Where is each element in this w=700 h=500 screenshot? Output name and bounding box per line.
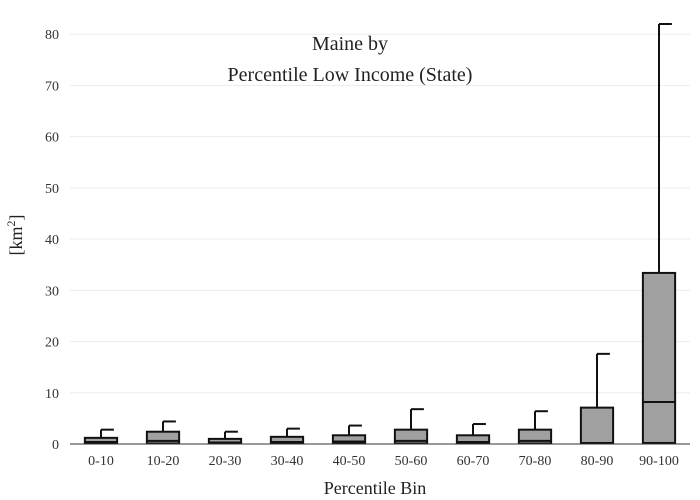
box-40-50 (331, 424, 367, 445)
y-tick-label-7: 70 (45, 79, 59, 94)
box-30-40 (269, 427, 305, 445)
x-tick-label-20-30: 20-30 (209, 454, 242, 469)
box-rect (579, 406, 615, 445)
x-tick-label-70-80: 70-80 (519, 454, 552, 469)
x-tick-label-80-90: 80-90 (581, 454, 614, 469)
y-tick-label-8: 80 (45, 28, 59, 43)
x-axis-title: Percentile Bin (324, 478, 426, 498)
y-axis-title-end: ] (6, 215, 26, 221)
box-50-60 (393, 408, 429, 445)
box-rect (269, 435, 305, 445)
box-60-70 (455, 423, 491, 445)
box-80-90 (579, 352, 615, 445)
y-tick-label-4: 40 (45, 233, 59, 248)
x-tick-label-10-20: 10-20 (147, 454, 180, 469)
chart-title-line-2: Percentile Low Income (State) (228, 64, 473, 86)
box-10-20 (145, 420, 181, 445)
box-rect (145, 430, 181, 445)
y-tick-label-2: 20 (45, 336, 59, 351)
boxes (83, 23, 677, 445)
y-tick-label-5: 50 (45, 182, 59, 197)
x-tick-label-60-70: 60-70 (457, 454, 490, 469)
y-tick-label-3: 30 (45, 284, 59, 299)
box-70-80 (517, 410, 553, 445)
x-tick-label-50-60: 50-60 (395, 454, 428, 469)
y-axis-title-base: [km (6, 227, 26, 256)
box-0-10 (83, 428, 119, 445)
box-rect (455, 434, 491, 445)
x-tick-label-0-10: 0-10 (88, 454, 114, 469)
x-tick-label-90-100: 90-100 (639, 454, 679, 469)
chart-title-line-1: Maine by (312, 33, 388, 55)
box-20-30 (207, 430, 243, 445)
y-tick-labels: 0 10 20 30 40 50 60 70 80 (45, 28, 59, 453)
y-tick-label-1: 10 (45, 387, 59, 402)
y-axis-title-superscript: 2 (4, 221, 18, 227)
box-rect (207, 437, 243, 445)
y-tick-label-0: 0 (52, 438, 59, 453)
box-rect (83, 436, 119, 445)
box-rect (641, 271, 677, 444)
x-tick-label-40-50: 40-50 (333, 454, 366, 469)
x-tick-label-30-40: 30-40 (271, 454, 304, 469)
grid-lines (70, 33, 690, 394)
y-axis-title: [km2] (4, 215, 26, 256)
x-tick-labels: 0-10 10-20 20-30 30-40 40-50 50-60 60-70 70-80 8… (88, 454, 679, 469)
box-90-100 (641, 23, 677, 444)
box-rect (331, 434, 367, 445)
y-tick-label-6: 60 (45, 131, 59, 146)
